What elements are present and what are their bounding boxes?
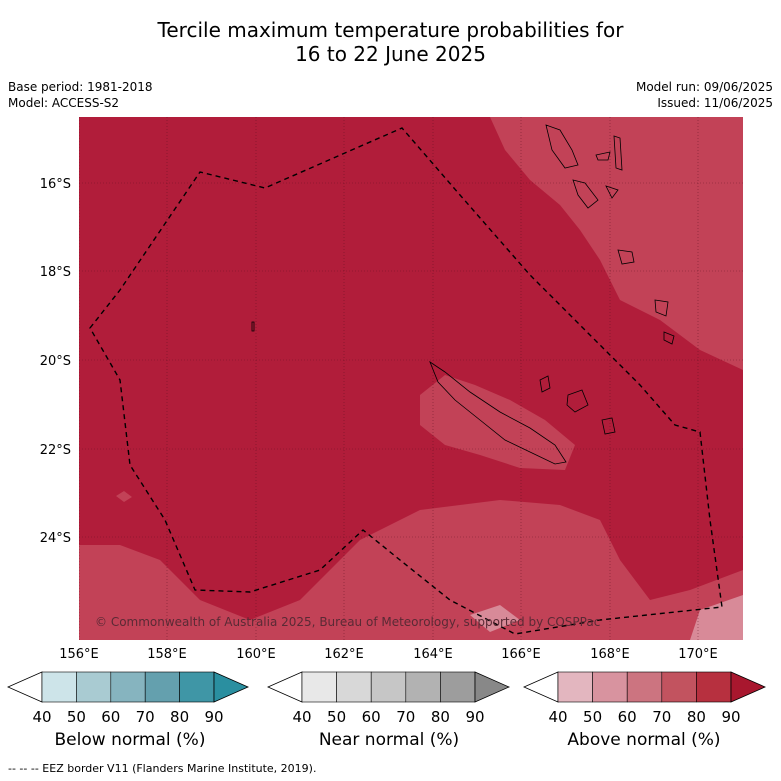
vanuatu-island-1 — [545, 124, 579, 169]
colorbar-segment — [301, 671, 337, 703]
colorbar-tick-label: 40 — [32, 708, 51, 726]
vanuatu-island-5 — [605, 185, 619, 199]
lon-label: 158°E — [147, 647, 187, 662]
lon-label: 170°E — [678, 647, 718, 662]
colorbar-segment — [370, 671, 407, 703]
vanuatu-island-8 — [663, 331, 675, 345]
colorbar-left-arrow — [7, 671, 43, 703]
lon-label: 166°E — [501, 647, 541, 662]
colorbar-tick-label: 50 — [327, 708, 346, 726]
colorbar-tick-label: 60 — [101, 708, 120, 726]
colorbar-segment — [144, 671, 180, 703]
new-caledonia-island — [429, 360, 567, 465]
colorbar-tick-label: 70 — [652, 708, 671, 726]
colorbar-tick-label: 60 — [362, 708, 381, 726]
colorbar-segment — [440, 671, 476, 703]
probability-map: © Commonwealth of Australia 2025, Bureau… — [40, 117, 743, 662]
vanuatu-island-7 — [654, 299, 669, 317]
region-south — [79, 500, 743, 640]
lat-label: 16°S — [40, 177, 71, 192]
region-south-highlight — [690, 595, 743, 640]
vanuatu-island-2 — [595, 151, 611, 161]
eez-footer: -- -- -- EEZ border V11 (Flanders Marine… — [8, 762, 317, 775]
colorbar-tick-label: 80 — [170, 708, 189, 726]
region-west-dot — [116, 491, 132, 502]
colorbar-tick-label: 50 — [583, 708, 602, 726]
lat-labels: 16°S 18°S 20°S 22°S 24°S — [40, 177, 71, 546]
colorbar-tick-label: 40 — [548, 708, 567, 726]
colorbar-tick-label: 90 — [204, 708, 223, 726]
lon-labels: 156°E 158°E 160°E 162°E 164°E 166°E 168°E 170°E — [59, 647, 718, 662]
colorbar-tick-label: 50 — [67, 708, 86, 726]
meta-left: Base period: 1981-2018 Model: ACCESS-S2 — [8, 79, 153, 111]
meta-right: Model run: 09/06/2025 Issued: 11/06/2025 — [636, 79, 773, 111]
title-line-2: 16 to 22 June 2025 — [295, 42, 486, 66]
map-title: Tercile maximum temperature probabilitie… — [0, 18, 781, 66]
colorbar-segment — [661, 671, 697, 703]
base-period: Base period: 1981-2018 — [8, 80, 153, 94]
lat-label: 18°S — [40, 265, 71, 280]
colorbar-tick-label: 40 — [292, 708, 311, 726]
colorbar-segment — [76, 671, 112, 703]
colorbar-segment — [626, 671, 663, 703]
small-island-west — [251, 321, 255, 332]
colorbar-left-arrow — [267, 671, 303, 703]
issued-date: Issued: 11/06/2025 — [657, 96, 773, 110]
gridlines — [79, 117, 743, 640]
colorbars: 40 50 60 70 80 90 40 50 60 70 80 90 40 50 60 70 80 90 — [7, 671, 766, 726]
lat-label: 24°S — [40, 531, 71, 546]
model-name: Model: ACCESS-S2 — [8, 96, 120, 110]
lon-label: 162°E — [324, 647, 364, 662]
colorbar-segment — [557, 671, 593, 703]
colorbar-segment — [110, 671, 146, 703]
region-new-caledonia — [420, 375, 575, 470]
lat-label: 22°S — [40, 443, 71, 458]
title-line-1: Tercile maximum temperature probabilitie… — [157, 18, 624, 42]
colorbar-right-arrow — [474, 671, 510, 703]
colorbar-segment — [41, 671, 77, 703]
colorbar-segment — [336, 671, 372, 703]
region-south-highlight-2 — [470, 605, 520, 632]
loyalty-island-3 — [601, 417, 616, 435]
model-run: Model run: 09/06/2025 — [635, 80, 773, 94]
lon-label: 160°E — [236, 647, 276, 662]
colorbar-left-arrow — [523, 671, 559, 703]
colorbar-tick-label: 80 — [687, 708, 706, 726]
region-east-vanuatu — [490, 117, 743, 370]
vanuatu-island-4 — [572, 179, 599, 209]
colorbar-tick-label: 80 — [431, 708, 450, 726]
colorbar-tick-label: 70 — [136, 708, 155, 726]
colorbar-tick-label: 90 — [721, 708, 740, 726]
copyright-text: © Commonwealth of Australia 2025, Bureau… — [95, 615, 600, 629]
colorbar-segment — [405, 671, 441, 703]
colorbar-right-arrow — [213, 671, 249, 703]
colorbar-right-arrow — [730, 671, 766, 703]
vanuatu-island-3 — [613, 135, 623, 171]
colorbar-tick-label: 90 — [465, 708, 484, 726]
cbar-above-label: Above normal (%) — [567, 730, 721, 750]
colorbar-tick-label: 60 — [618, 708, 637, 726]
cbar-near-label: Near normal (%) — [318, 730, 460, 750]
colorbar-segment — [179, 671, 215, 703]
loyalty-island-2 — [566, 389, 589, 413]
eez-border — [89, 127, 723, 635]
lon-label: 156°E — [59, 647, 99, 662]
cbar-below-label: Below normal (%) — [54, 730, 206, 750]
lon-label: 168°E — [590, 647, 630, 662]
vanuatu-island-6 — [617, 249, 635, 265]
colorbar-tick-label: 70 — [396, 708, 415, 726]
lon-label: 164°E — [413, 647, 453, 662]
loyalty-island-1 — [539, 375, 551, 393]
colorbar-segment — [592, 671, 628, 703]
lat-label: 20°S — [40, 354, 71, 369]
colorbar-segment — [696, 671, 732, 703]
